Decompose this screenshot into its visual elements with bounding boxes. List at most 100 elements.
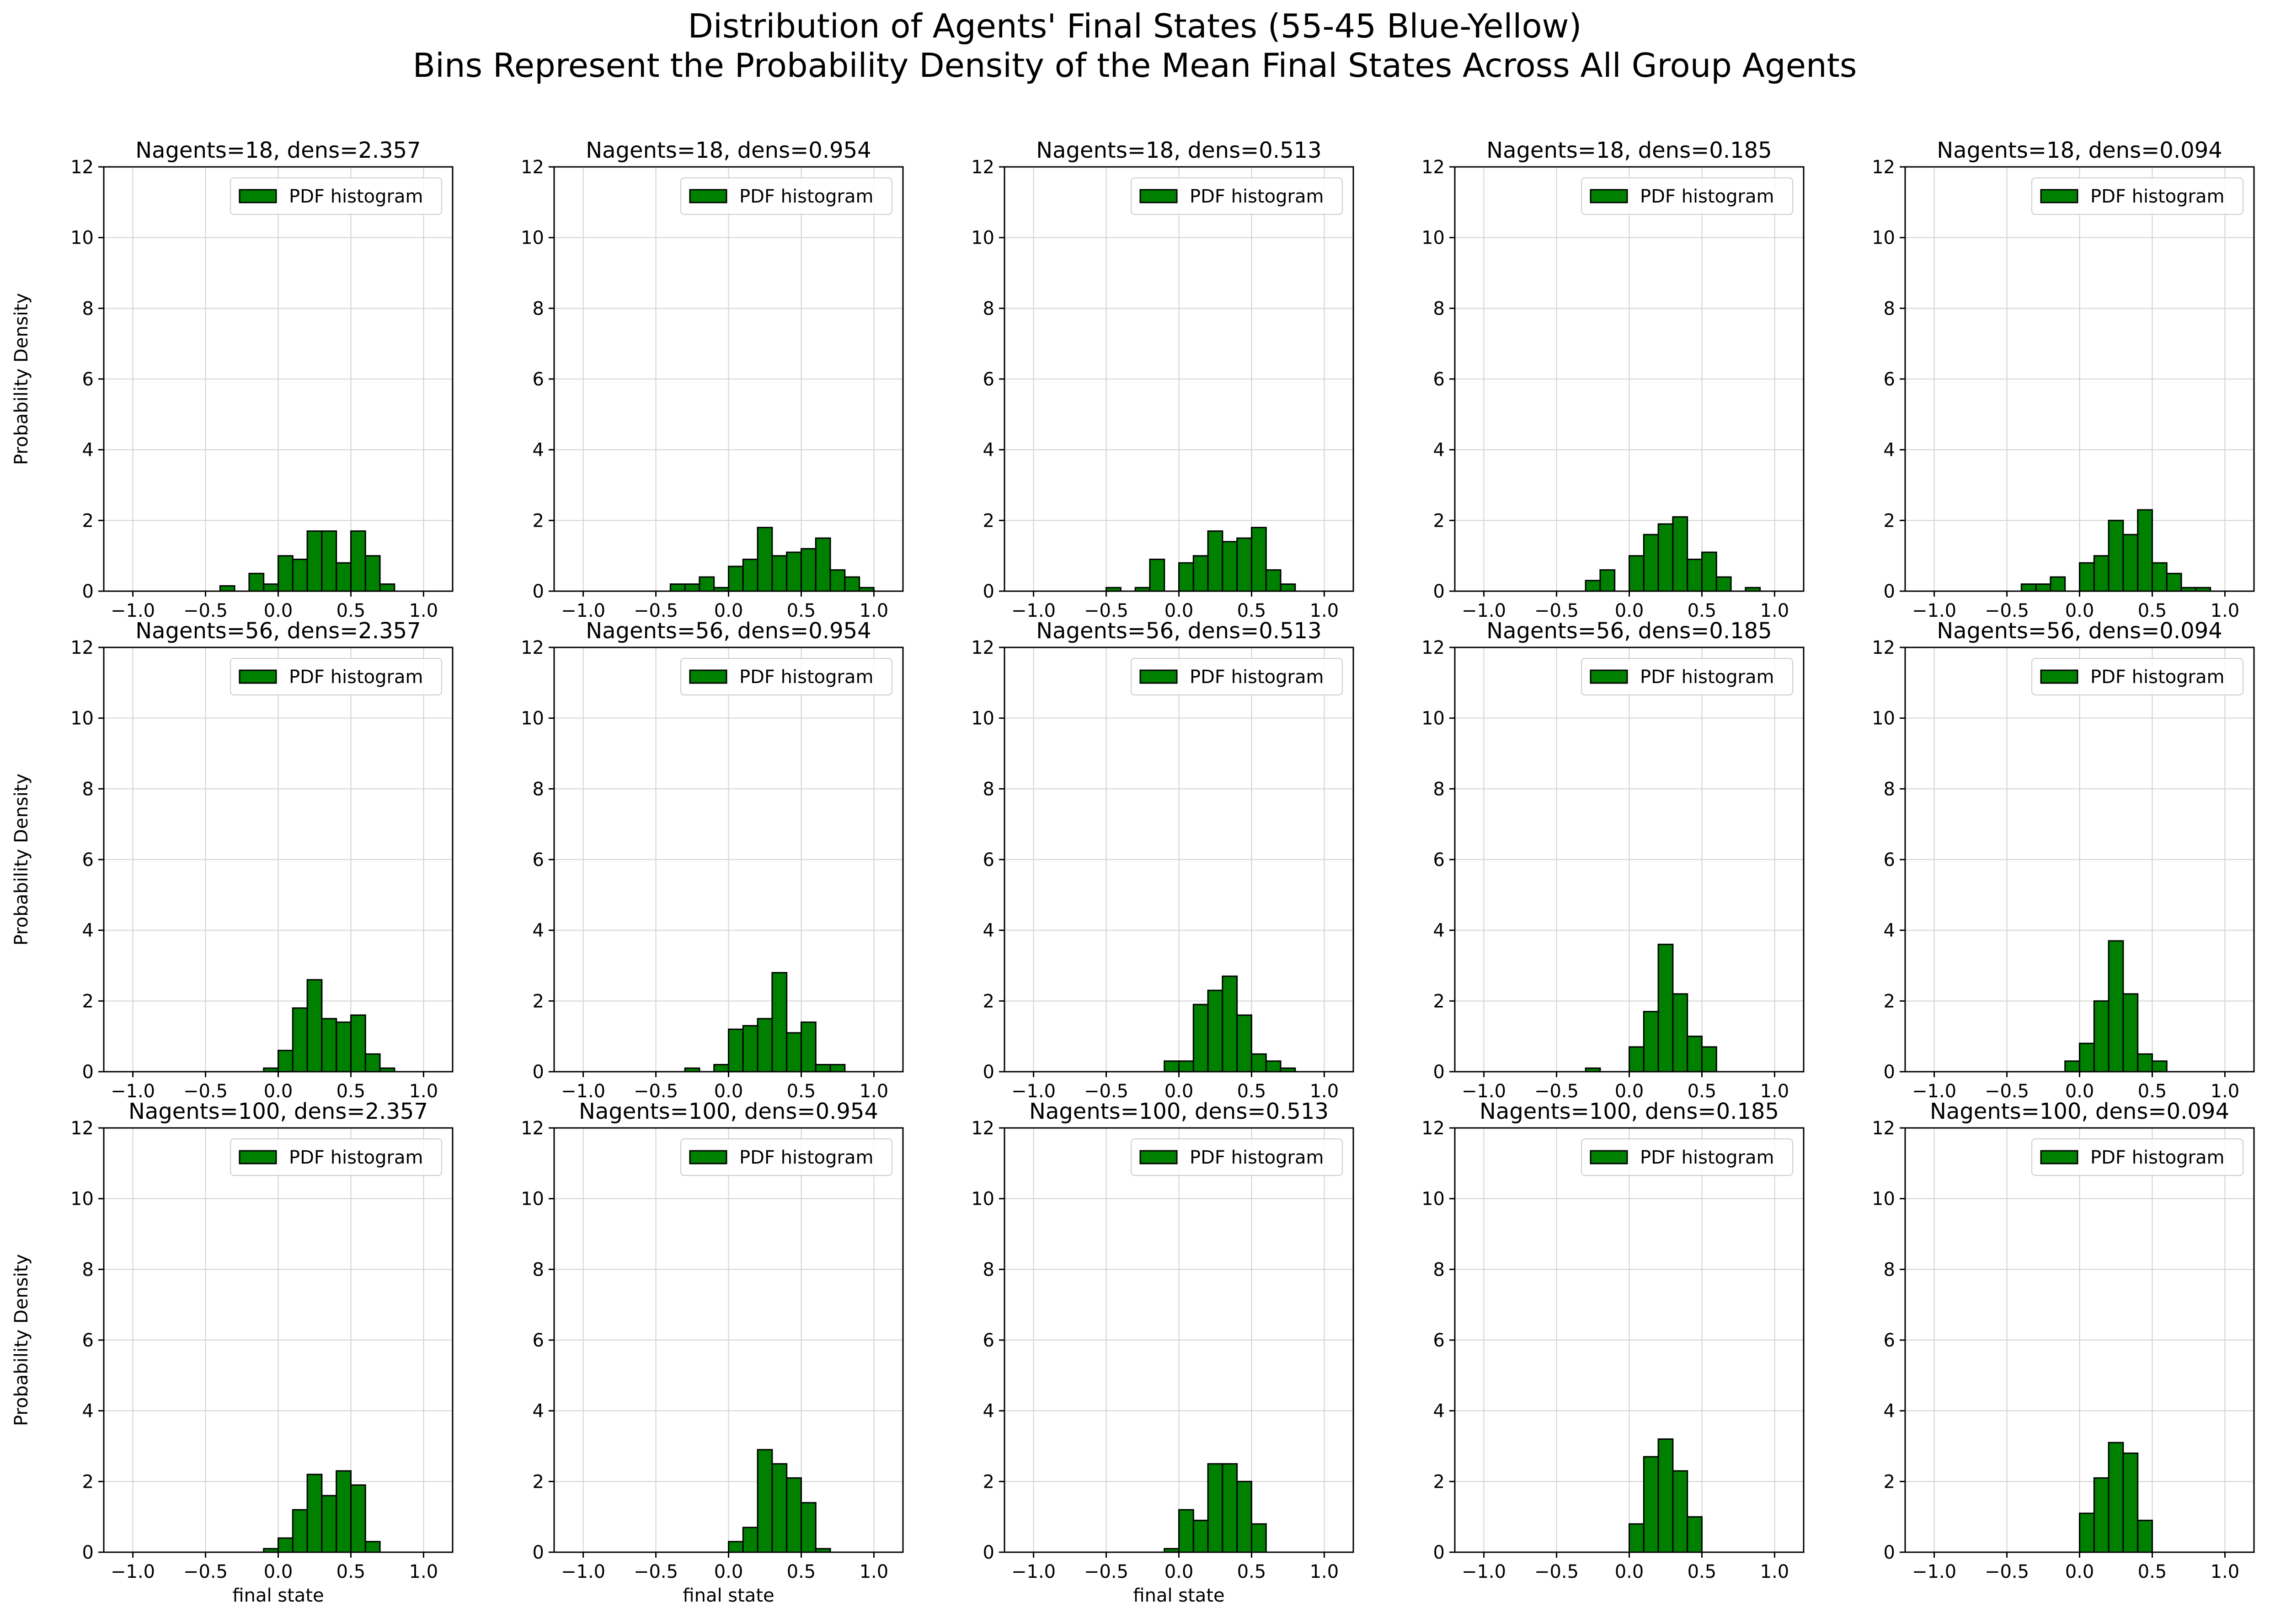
x-tick-label: −1.0 — [1912, 600, 1956, 621]
histogram-panel: −1.0 −0.5 0.0 0.5 1.0 0 2 4 6 8 10 12 Nagents=56, de… — [11, 618, 454, 1102]
x-tick-label: 0.0 — [1164, 1561, 1194, 1582]
histogram-bar — [786, 1477, 802, 1553]
histogram-panel: −1.0 −0.5 0.0 0.5 1.0 0 2 4 6 8 10 12 Nagents=100, d… — [971, 1099, 1354, 1606]
legend-swatch — [1590, 669, 1628, 684]
histogram-bar — [1178, 1509, 1194, 1553]
histogram-bar — [1222, 1463, 1238, 1553]
legend-label: PDF histogram — [289, 667, 423, 688]
x-tick-label: 1.0 — [409, 1081, 438, 1102]
subplot-title: Nagents=100, dens=0.185 — [1480, 1099, 1779, 1124]
legend-box — [230, 1138, 442, 1176]
legend: PDF histogram — [1581, 1138, 1793, 1176]
y-tick-label: 0 — [1884, 1542, 1895, 1563]
x-tick-label: −0.5 — [1534, 600, 1579, 621]
y-tick-label: 0 — [983, 1062, 994, 1083]
y-tick-label: 10 — [971, 1189, 994, 1210]
subplot-title: Nagents=56, dens=2.357 — [135, 618, 421, 644]
x-tick-label: 0.0 — [2065, 1561, 2094, 1582]
histogram-bar — [742, 1025, 758, 1073]
y-tick-label: 6 — [983, 369, 994, 390]
histogram-bar — [728, 1028, 744, 1073]
y-tick-label: 10 — [1421, 708, 1445, 729]
y-tick-label: 12 — [521, 157, 544, 178]
histogram-bar — [2137, 1519, 2153, 1553]
y-tick-label: 6 — [533, 1330, 544, 1351]
y-tick-label: 0 — [533, 581, 544, 602]
legend: PDF histogram — [680, 1138, 892, 1176]
legend-box — [2031, 1138, 2243, 1176]
histogram-bar — [1643, 534, 1659, 592]
y-tick-label: 4 — [1433, 440, 1445, 461]
legend: PDF histogram — [2031, 658, 2243, 695]
histogram-panel: −1.0 −0.5 0.0 0.5 1.0 0 2 4 6 8 10 12 Nagents=56, de… — [1872, 618, 2255, 1102]
histogram-bar — [786, 551, 802, 592]
subplot-grid: −1.0 −0.5 0.0 0.5 1.0 0 2 4 6 8 10 12 Nagents=18, de… — [11, 138, 2255, 1606]
histogram-bar — [336, 562, 352, 592]
y-tick-label: 2 — [1884, 510, 1895, 531]
legend-box — [1131, 177, 1343, 215]
histogram-bar — [364, 555, 381, 592]
x-tick-label: 0.5 — [1688, 1561, 1717, 1582]
histogram-bar — [1250, 1523, 1267, 1553]
x-axis-label: final state — [232, 1585, 324, 1606]
histogram-panel: −1.0 −0.5 0.0 0.5 1.0 0 2 4 6 8 10 12 Nagents=100, d… — [1872, 1099, 2255, 1582]
y-tick-label: 2 — [1433, 991, 1445, 1012]
y-tick-label: 4 — [533, 920, 544, 941]
histogram-bar — [829, 1064, 846, 1073]
y-tick-label: 8 — [1433, 298, 1445, 319]
y-tick-label: 0 — [1884, 581, 1895, 602]
histogram-bar — [1657, 1438, 1674, 1553]
subplot-title: Nagents=100, dens=2.357 — [128, 1099, 428, 1124]
histogram-bar — [757, 1449, 773, 1553]
x-tick-label: −0.5 — [1084, 600, 1128, 621]
y-tick-label: 2 — [533, 510, 544, 531]
y-tick-label: 2 — [533, 991, 544, 1012]
y-tick-label: 2 — [82, 1471, 94, 1492]
y-tick-label: 0 — [82, 1542, 94, 1563]
x-tick-label: −1.0 — [561, 1081, 605, 1102]
x-tick-label: 0.5 — [1237, 1081, 1266, 1102]
legend: PDF histogram — [1581, 658, 1793, 695]
histogram-bar — [2108, 519, 2124, 592]
histogram-bar — [1629, 1523, 1645, 1553]
legend: PDF histogram — [680, 658, 892, 695]
histogram-bar — [2151, 1060, 2168, 1073]
x-tick-label: 0.5 — [787, 600, 816, 621]
histogram-bar — [2079, 562, 2095, 592]
legend-swatch — [689, 669, 727, 684]
histogram-bar — [1672, 993, 1688, 1073]
legend-box — [1131, 1138, 1343, 1176]
x-tick-label: −0.5 — [1534, 1081, 1579, 1102]
y-tick-label: 10 — [971, 708, 994, 729]
histogram-bar — [669, 583, 686, 592]
y-tick-label: 12 — [1421, 1118, 1445, 1139]
histogram-bar — [2108, 1442, 2124, 1553]
legend-box — [680, 177, 892, 215]
x-tick-label: 0.5 — [1688, 1081, 1717, 1102]
y-tick-label: 12 — [971, 157, 994, 178]
histogram-bar — [1687, 1516, 1703, 1553]
histogram-bar — [2064, 1060, 2081, 1073]
legend-label: PDF histogram — [1190, 667, 1324, 688]
histogram-panel: −1.0 −0.5 0.0 0.5 1.0 0 2 4 6 8 10 12 Nagents=100, d… — [11, 1099, 454, 1606]
y-tick-label: 4 — [1433, 920, 1445, 941]
legend-label: PDF histogram — [289, 1147, 423, 1168]
x-tick-label: −1.0 — [1912, 1081, 1956, 1102]
histogram-bar — [713, 1064, 730, 1073]
y-tick-label: 10 — [521, 1189, 544, 1210]
legend-label: PDF histogram — [1640, 186, 1774, 207]
legend: PDF histogram — [1131, 177, 1343, 215]
y-tick-label: 0 — [533, 1062, 544, 1083]
histogram-bar — [1164, 1060, 1180, 1073]
x-tick-label: −1.0 — [1462, 600, 1506, 621]
y-tick-label: 12 — [1421, 157, 1445, 178]
x-tick-label: 0.5 — [787, 1081, 816, 1102]
histogram-bar — [292, 558, 308, 592]
histogram-bar — [1672, 1470, 1688, 1553]
legend-swatch — [1139, 189, 1178, 203]
histogram-bar — [306, 979, 323, 1073]
y-tick-label: 4 — [1884, 440, 1895, 461]
x-tick-label: 0.0 — [1615, 1081, 1644, 1102]
x-tick-label: −0.5 — [1084, 1561, 1128, 1582]
histogram-bar — [1715, 576, 1732, 592]
